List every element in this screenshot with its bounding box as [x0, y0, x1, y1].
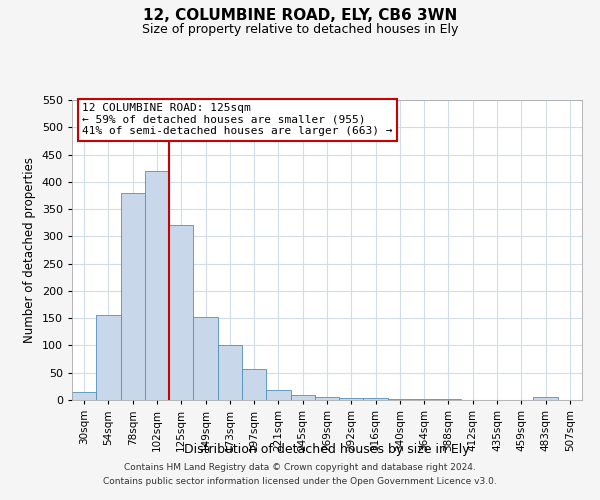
Text: Contains public sector information licensed under the Open Government Licence v3: Contains public sector information licen…	[103, 477, 497, 486]
Bar	[193, 317, 218, 400]
Bar	[266, 390, 290, 400]
Text: Contains HM Land Registry data © Crown copyright and database right 2024.: Contains HM Land Registry data © Crown c…	[124, 464, 476, 472]
Bar	[96, 316, 121, 400]
Bar	[121, 192, 145, 400]
Bar	[339, 398, 364, 400]
Bar	[290, 394, 315, 400]
Bar	[364, 398, 388, 400]
Bar	[533, 398, 558, 400]
Bar	[218, 346, 242, 400]
Y-axis label: Number of detached properties: Number of detached properties	[23, 157, 36, 343]
Bar	[169, 226, 193, 400]
Text: Size of property relative to detached houses in Ely: Size of property relative to detached ho…	[142, 22, 458, 36]
Text: Distribution of detached houses by size in Ely: Distribution of detached houses by size …	[184, 442, 470, 456]
Bar	[145, 171, 169, 400]
Text: 12, COLUMBINE ROAD, ELY, CB6 3WN: 12, COLUMBINE ROAD, ELY, CB6 3WN	[143, 8, 457, 22]
Bar	[72, 392, 96, 400]
Bar	[315, 398, 339, 400]
Text: 12 COLUMBINE ROAD: 125sqm
← 59% of detached houses are smaller (955)
41% of semi: 12 COLUMBINE ROAD: 125sqm ← 59% of detac…	[82, 103, 392, 136]
Bar	[242, 369, 266, 400]
